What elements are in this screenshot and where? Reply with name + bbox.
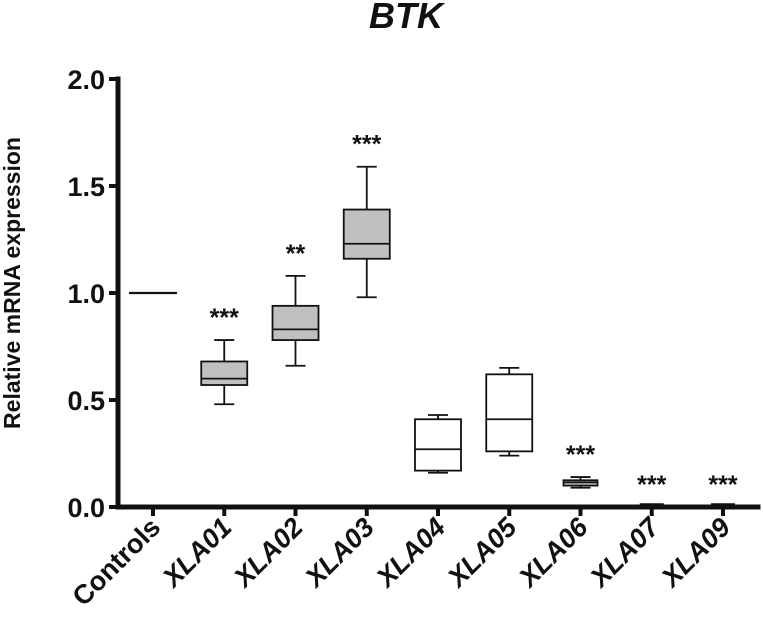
- y-axis-label: Relative mRNA expression: [0, 137, 25, 429]
- significance-label: ***: [708, 471, 737, 499]
- y-tick-label: 1.5: [67, 172, 105, 202]
- x-tick-label: XLA04: [369, 512, 451, 594]
- boxes: ************** ***: [129, 131, 738, 505]
- y-tick-label: 1.0: [67, 279, 105, 309]
- y-tick-label: 2.0: [67, 65, 105, 95]
- box-xla06: ***: [562, 441, 599, 489]
- y-tick-label: 0.0: [67, 493, 105, 523]
- x-ticks: ControlsXLA01XLA02XLA03XLA04XLA05XLA06XL…: [67, 507, 736, 612]
- significance-label: ***: [210, 304, 239, 332]
- x-tick-label: XLA02: [227, 512, 309, 594]
- box-xla04: [414, 414, 462, 474]
- box-xla05: [485, 366, 534, 457]
- iqr-box: [200, 360, 249, 386]
- iqr-box: [342, 208, 391, 260]
- x-tick-label: XLA07: [583, 511, 666, 594]
- iqr-box: [414, 418, 462, 472]
- significance-label: ***: [566, 441, 595, 469]
- y-ticks: 0.0 0.5 1.0 1.5 2.0: [67, 65, 118, 523]
- box-xla02: **: [271, 240, 320, 367]
- x-tick-label: XLA09: [654, 512, 736, 594]
- box-xla09: ***: [708, 471, 738, 505]
- significance-label: ***: [637, 471, 666, 499]
- iqr-box: [271, 304, 320, 341]
- box-xla03: ***: [342, 131, 391, 299]
- x-tick-label: XLA05: [440, 511, 523, 594]
- box-xla01: ***: [200, 304, 249, 406]
- x-tick-label: XLA03: [298, 512, 380, 594]
- x-tick-label: XLA06: [512, 511, 595, 594]
- significance-label: **: [286, 240, 306, 268]
- x-tick-label: Controls: [67, 512, 167, 612]
- y-tick-label: 0.5: [67, 386, 105, 416]
- x-tick-label: XLA01: [155, 512, 237, 594]
- chart-title: BTK: [369, 0, 446, 36]
- iqr-box: [485, 373, 534, 453]
- box-xla07: ***: [637, 471, 667, 505]
- significance-label: ***: [352, 131, 381, 159]
